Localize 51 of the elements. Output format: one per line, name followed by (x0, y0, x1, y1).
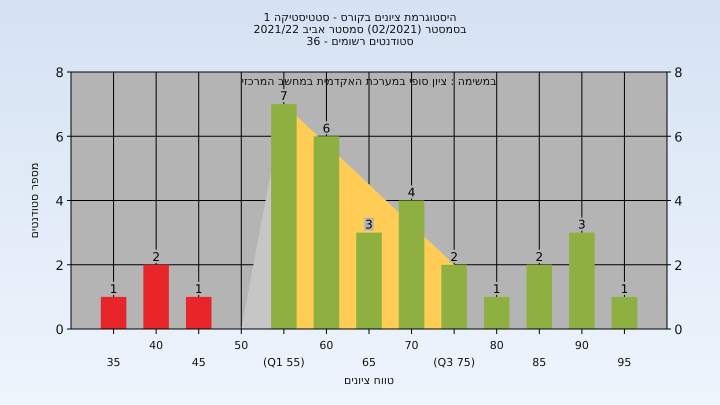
bar (612, 296, 638, 329)
data-label: 1 (620, 282, 628, 296)
data-label: 3 (365, 218, 373, 232)
bar (569, 232, 595, 329)
bar (143, 264, 169, 329)
x-axis-title: טווח ציונים (344, 374, 394, 387)
x-tick-label: 80 (490, 339, 504, 352)
x-tick-label: 35 (106, 356, 121, 369)
chart-title: היסטוגרמת ציונים בקורס - סטטיסטיקה 1 (263, 11, 457, 24)
x-tick-label: 50 (234, 339, 248, 352)
y2-tick-label: 2 (674, 258, 682, 274)
y2-tick-label: 8 (674, 66, 682, 81)
x-tick-label: 40 (149, 339, 164, 352)
y-tick-label: 2 (56, 258, 64, 274)
data-label: 2 (450, 250, 458, 264)
x-tick-label: 45 (192, 356, 206, 369)
y2-tick-label: 4 (674, 194, 682, 210)
data-label: 2 (152, 250, 160, 264)
chart-subtitle: בסמסטר (02/2021) סמסטר אביב 2021/22 סטודנטים רשומים - 36 (253, 23, 467, 48)
bar (526, 264, 552, 329)
y-axis-title: מספר סטודנטים (28, 162, 41, 238)
bar (186, 296, 212, 329)
bar (314, 136, 340, 329)
bar (484, 296, 510, 329)
y2-tick-label: 0 (674, 323, 682, 338)
data-label: 2 (535, 250, 544, 264)
x-tick-label: (Q3 75) (433, 356, 476, 369)
x-tick-label: 70 (404, 339, 419, 352)
x-tick-label: 65 (362, 356, 376, 369)
y-tick-label: 0 (56, 323, 64, 338)
x-tick-label: 90 (574, 339, 589, 352)
x-tick-label: 95 (617, 356, 632, 369)
data-label: 4 (408, 186, 416, 200)
data-label: 1 (492, 282, 501, 296)
data-label: 3 (578, 218, 586, 232)
y-tick-label: 4 (56, 194, 64, 210)
x-tick-label: 60 (319, 339, 334, 352)
bar (356, 232, 382, 329)
bar (441, 264, 467, 329)
y-tick-label: 6 (56, 130, 64, 146)
y-tick-label: 8 (56, 66, 64, 81)
data-label: 7 (280, 89, 288, 104)
bar (398, 200, 424, 329)
bar (100, 296, 126, 329)
x-tick-label: 85 (532, 356, 546, 369)
data-label: 1 (194, 282, 203, 296)
y2-tick-label: 6 (674, 130, 682, 146)
x-tick-label: (Q1 55) (262, 356, 305, 369)
bar (271, 104, 297, 329)
data-label: 1 (110, 282, 118, 296)
data-label: 6 (322, 121, 330, 136)
